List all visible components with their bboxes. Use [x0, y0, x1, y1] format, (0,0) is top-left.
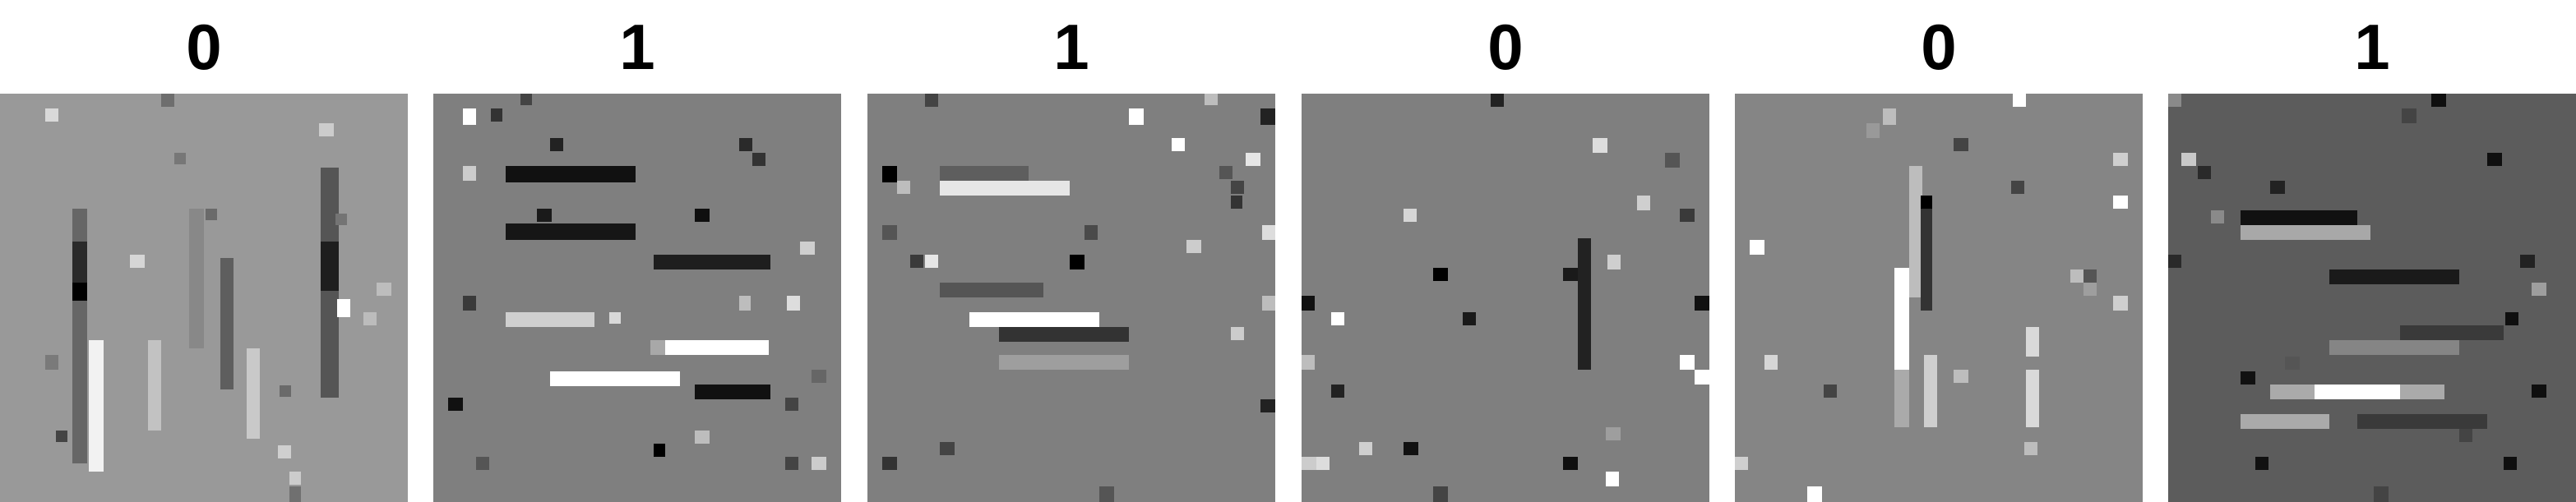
panel-3-texture: [867, 94, 1275, 502]
panel-1-label: 0: [186, 11, 222, 83]
panel-2-label: 1: [619, 11, 655, 83]
panel-5-image: [1735, 94, 2143, 502]
panel-6-label: 1: [2354, 11, 2390, 83]
panel-6-background: [2168, 94, 2576, 502]
panel-5: 0: [1735, 0, 2143, 502]
panel-2-background: [433, 94, 841, 502]
panel-4-label: 0: [1487, 11, 1524, 83]
panel-4: 0: [1302, 0, 1709, 502]
panel-5-label: 0: [1921, 11, 1957, 83]
panel-5-background: [1735, 94, 2143, 502]
panel-2-image: [433, 94, 841, 502]
panel-1-image: [0, 94, 408, 502]
panel-3: 1: [867, 0, 1275, 502]
panel-6-texture: [2168, 94, 2576, 502]
panel-5-texture: [1735, 94, 2143, 502]
panel-4-background: [1302, 94, 1709, 502]
panel-4-texture: [1302, 94, 1709, 502]
panel-3-label: 1: [1053, 11, 1089, 83]
panel-2-texture: [433, 94, 841, 502]
panel-2: 1: [433, 0, 841, 502]
panel-3-image: [867, 94, 1275, 502]
panel-6-image: [2168, 94, 2576, 502]
panel-4-image: [1302, 94, 1709, 502]
panel-6: 1: [2168, 0, 2576, 502]
panel-1-texture: [0, 94, 408, 502]
panel-1: 0: [0, 0, 408, 502]
panel-3-background: [867, 94, 1275, 502]
